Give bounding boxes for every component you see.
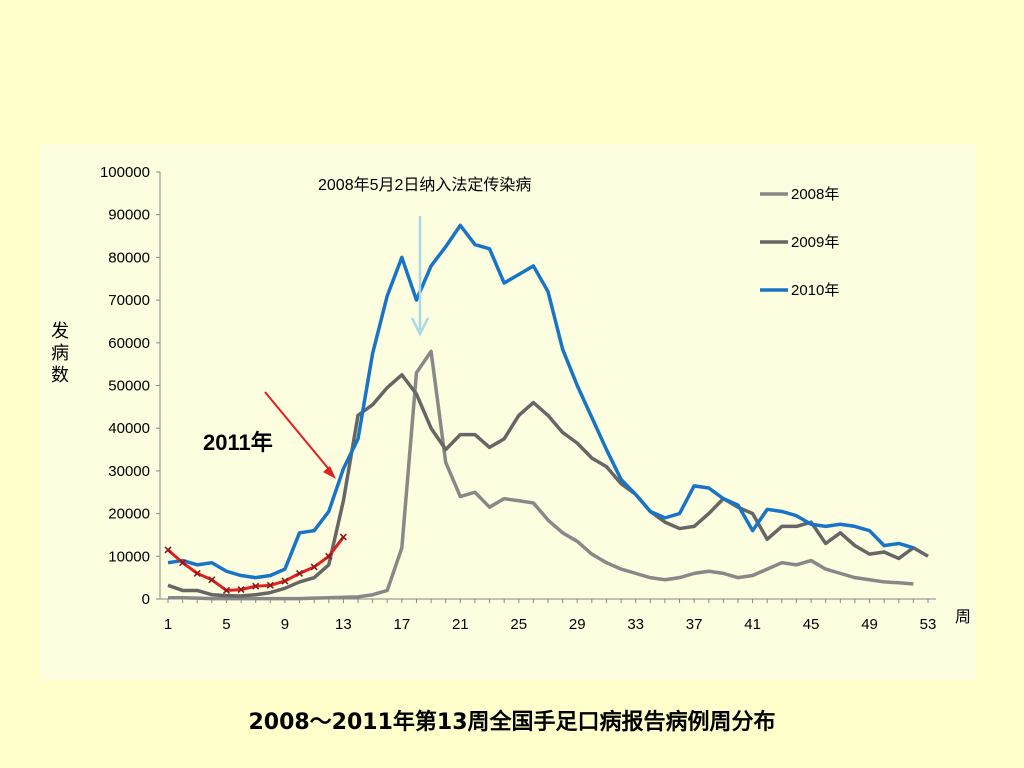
- x-tick-label: 9: [281, 616, 289, 633]
- x-tick-label: 37: [686, 616, 703, 633]
- x-tick-label: 13: [335, 616, 352, 633]
- x-tick-label: 33: [627, 616, 644, 633]
- x-axis-title: 周: [955, 607, 971, 626]
- legend-label: 2009年: [791, 234, 839, 251]
- series-2011-marker: [179, 559, 187, 567]
- series-2011-marker: [164, 546, 172, 554]
- policy-annotation: 2008年5月2日纳入法定传染病: [318, 175, 531, 194]
- y-tick-label: 20000: [108, 506, 150, 523]
- y-tick-label: 100000: [100, 164, 150, 181]
- y-tick-label: 90000: [108, 207, 150, 224]
- series-2011-marker: [237, 586, 245, 594]
- series-line-1: [168, 349, 914, 601]
- label-2011: 2011年: [203, 430, 273, 455]
- x-tick-label: 49: [861, 616, 878, 633]
- series-line-2: [167, 373, 929, 598]
- x-tick-label: 41: [744, 616, 761, 633]
- x-tick-label: 21: [452, 616, 469, 633]
- y-axis-title: 发病数: [51, 321, 69, 386]
- policy-annotation-text: 纳入法定传染病: [419, 175, 531, 194]
- series-2011-marker: [295, 569, 304, 577]
- x-tick-label: 29: [569, 616, 586, 633]
- series-2011-marker: [266, 581, 274, 589]
- arrow-2011: [264, 391, 333, 474]
- arrow-2011-head: [323, 466, 336, 479]
- series-line-3: [167, 223, 914, 580]
- policy-annotation-date: 2008年5月2日: [318, 176, 419, 194]
- y-tick-label: 80000: [108, 249, 150, 266]
- series-layer: [164, 223, 929, 601]
- y-tick-label: 30000: [108, 463, 150, 480]
- series-2011-marker: [325, 552, 333, 560]
- legend-label: 2008年: [791, 186, 839, 203]
- series-2011-marker: [339, 533, 347, 541]
- chart-panel: 0 10000 20000 30000 40000 50000 60000 70000 8000…: [40, 144, 976, 680]
- series-2011-marker: [208, 576, 216, 584]
- x-tick-label: 5: [222, 616, 230, 633]
- y-tick-label: 50000: [108, 378, 150, 395]
- slide-caption: 2008～2011年第13周全国手足口病报告病例周分布: [248, 710, 776, 735]
- y-tick-label: 0: [142, 591, 150, 608]
- series-2011-marker: [281, 577, 289, 585]
- y-tick-label: 70000: [108, 292, 150, 309]
- y-tick-label: 60000: [108, 335, 150, 352]
- x-tick-label: 25: [510, 616, 527, 633]
- legend: 2008年 2009年 2010年: [760, 186, 839, 299]
- x-tick-label: 1: [164, 616, 172, 633]
- x-tick-label: 45: [803, 616, 820, 633]
- series-2011-marker: [193, 569, 201, 577]
- y-tick-label: 10000: [108, 548, 150, 565]
- x-tick-label: 17: [394, 616, 411, 633]
- series-2011-marker: [252, 582, 260, 590]
- y-tick-label: 40000: [108, 420, 150, 437]
- policy-arrow-head: [410, 317, 430, 337]
- series-2011-marker: [222, 586, 231, 595]
- axes: 0 10000 20000 30000 40000 50000 60000 70000 8000…: [100, 164, 936, 633]
- x-tick-label: 53: [920, 616, 937, 633]
- line-chart: 0 10000 20000 30000 40000 50000 60000 70000 8000…: [51, 164, 971, 633]
- legend-label: 2010年: [791, 282, 839, 299]
- series-2011-marker: [310, 563, 318, 571]
